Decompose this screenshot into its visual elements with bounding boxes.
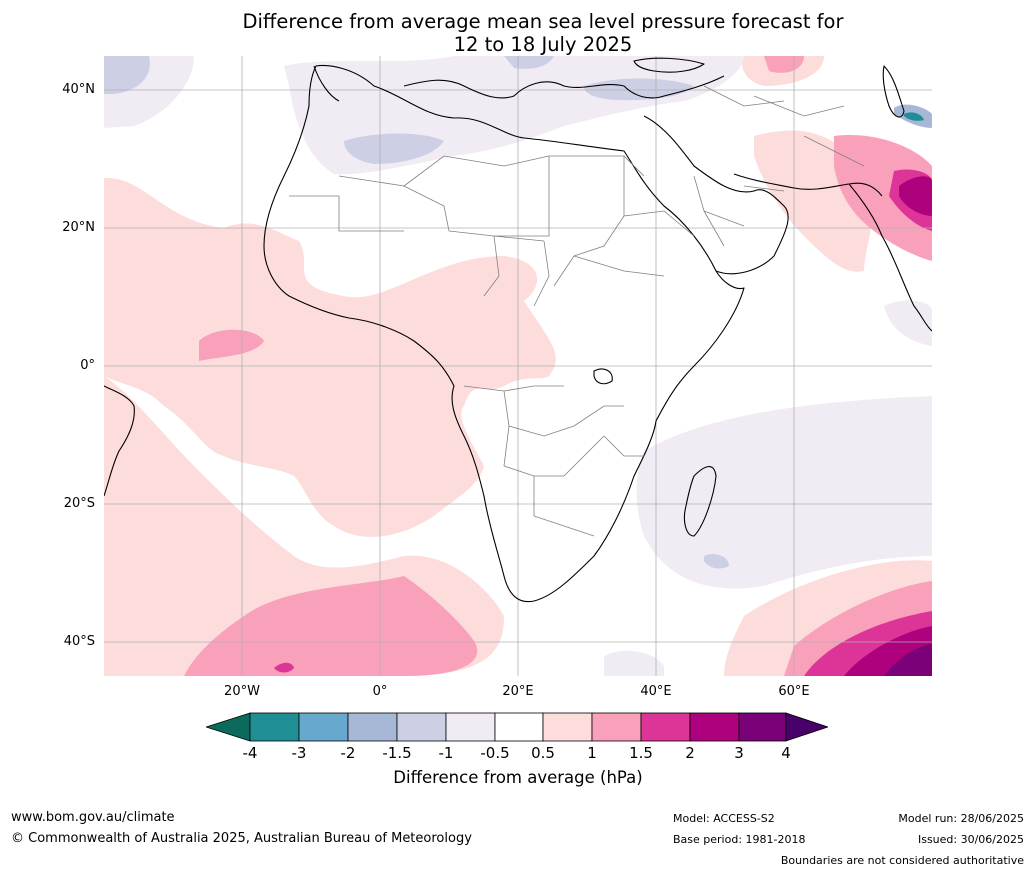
colorbar-extend-low bbox=[206, 712, 251, 742]
base-period-text: Base period: 1981-2018 bbox=[673, 833, 806, 846]
colorbar-label: -2 bbox=[340, 744, 356, 762]
title-line-1: Difference from average mean sea level p… bbox=[242, 10, 844, 33]
colorbar-title: Difference from average (hPa) bbox=[393, 768, 643, 787]
coastline-madagascar bbox=[683, 466, 717, 537]
colorbar-bin bbox=[640, 712, 691, 742]
map-panel bbox=[104, 56, 932, 676]
coastlines bbox=[104, 57, 932, 603]
colorbar-label: 1 bbox=[587, 744, 597, 762]
lat-tick-40n: 40°N bbox=[62, 82, 95, 97]
coastline-south-america bbox=[104, 385, 135, 497]
colorbar-bin bbox=[542, 712, 593, 742]
colorbar-label: -1 bbox=[438, 744, 454, 762]
coastline-india bbox=[848, 183, 932, 332]
colorbar-bin bbox=[591, 712, 642, 742]
colorbar-bin bbox=[689, 712, 740, 742]
pressure-anomaly-map bbox=[104, 56, 932, 676]
colorbar-bin bbox=[738, 712, 787, 742]
country-borders bbox=[289, 85, 865, 537]
coastline-black-sea bbox=[633, 57, 705, 73]
colorbar-label: 0.5 bbox=[531, 744, 555, 762]
colorbar-label: 3 bbox=[734, 744, 744, 762]
model-text: Model: ACCESS-S2 bbox=[673, 812, 775, 825]
map-title: Difference from average mean sea level p… bbox=[0, 10, 1035, 56]
colorbar-bin bbox=[249, 712, 300, 742]
colorbar-bin bbox=[396, 712, 447, 742]
issued-text: Issued: 30/06/2025 bbox=[917, 833, 1024, 846]
colorbar-bin bbox=[445, 712, 496, 742]
lon-tick-20e: 20°E bbox=[502, 684, 534, 699]
anomaly-negative-strong bbox=[894, 104, 932, 128]
colorbar-label: -1.5 bbox=[382, 744, 412, 762]
coastline-africa bbox=[263, 65, 745, 603]
lon-tick-60e: 60°E bbox=[778, 684, 810, 699]
copyright-text: © Commonwealth of Australia 2025, Austra… bbox=[11, 831, 472, 846]
anomaly-positive-extreme bbox=[884, 644, 932, 676]
colorbar bbox=[206, 712, 828, 742]
coastline-caspian bbox=[882, 65, 905, 118]
colorbar-label: -3 bbox=[291, 744, 307, 762]
colorbar-label: -4 bbox=[242, 744, 258, 762]
coastline-arabia bbox=[643, 115, 789, 275]
lat-tick-20s: 20°S bbox=[63, 496, 95, 511]
colorbar-bin bbox=[298, 712, 349, 742]
graticule bbox=[104, 56, 932, 676]
colorbar-label: -0.5 bbox=[480, 744, 510, 762]
lat-tick-20n: 20°N bbox=[62, 220, 95, 235]
disclaimer-text: Boundaries are not considered authoritat… bbox=[780, 854, 1024, 867]
coastline-iran bbox=[733, 173, 883, 197]
title-line-2: 12 to 18 July 2025 bbox=[453, 33, 633, 56]
colorbar-extend-high bbox=[785, 712, 828, 742]
anomaly-negative-mid bbox=[104, 56, 729, 569]
colorbar-label: 2 bbox=[685, 744, 695, 762]
lon-tick-40e: 40°E bbox=[640, 684, 672, 699]
coastline-lake-victoria bbox=[593, 368, 613, 385]
colorbar-label: 1.5 bbox=[629, 744, 653, 762]
website-link[interactable]: www.bom.gov.au/climate bbox=[11, 810, 175, 825]
lat-tick-0: 0° bbox=[80, 358, 95, 373]
coastline-europe bbox=[313, 65, 725, 102]
colorbar-bin bbox=[494, 712, 544, 742]
colorbar-label: 4 bbox=[781, 744, 791, 762]
model-run-text: Model run: 28/06/2025 bbox=[898, 812, 1024, 825]
lon-tick-0: 0° bbox=[372, 684, 388, 699]
lon-tick-20w: 20°W bbox=[224, 684, 260, 699]
lat-tick-40s: 40°S bbox=[63, 634, 95, 649]
colorbar-bin bbox=[347, 712, 398, 742]
